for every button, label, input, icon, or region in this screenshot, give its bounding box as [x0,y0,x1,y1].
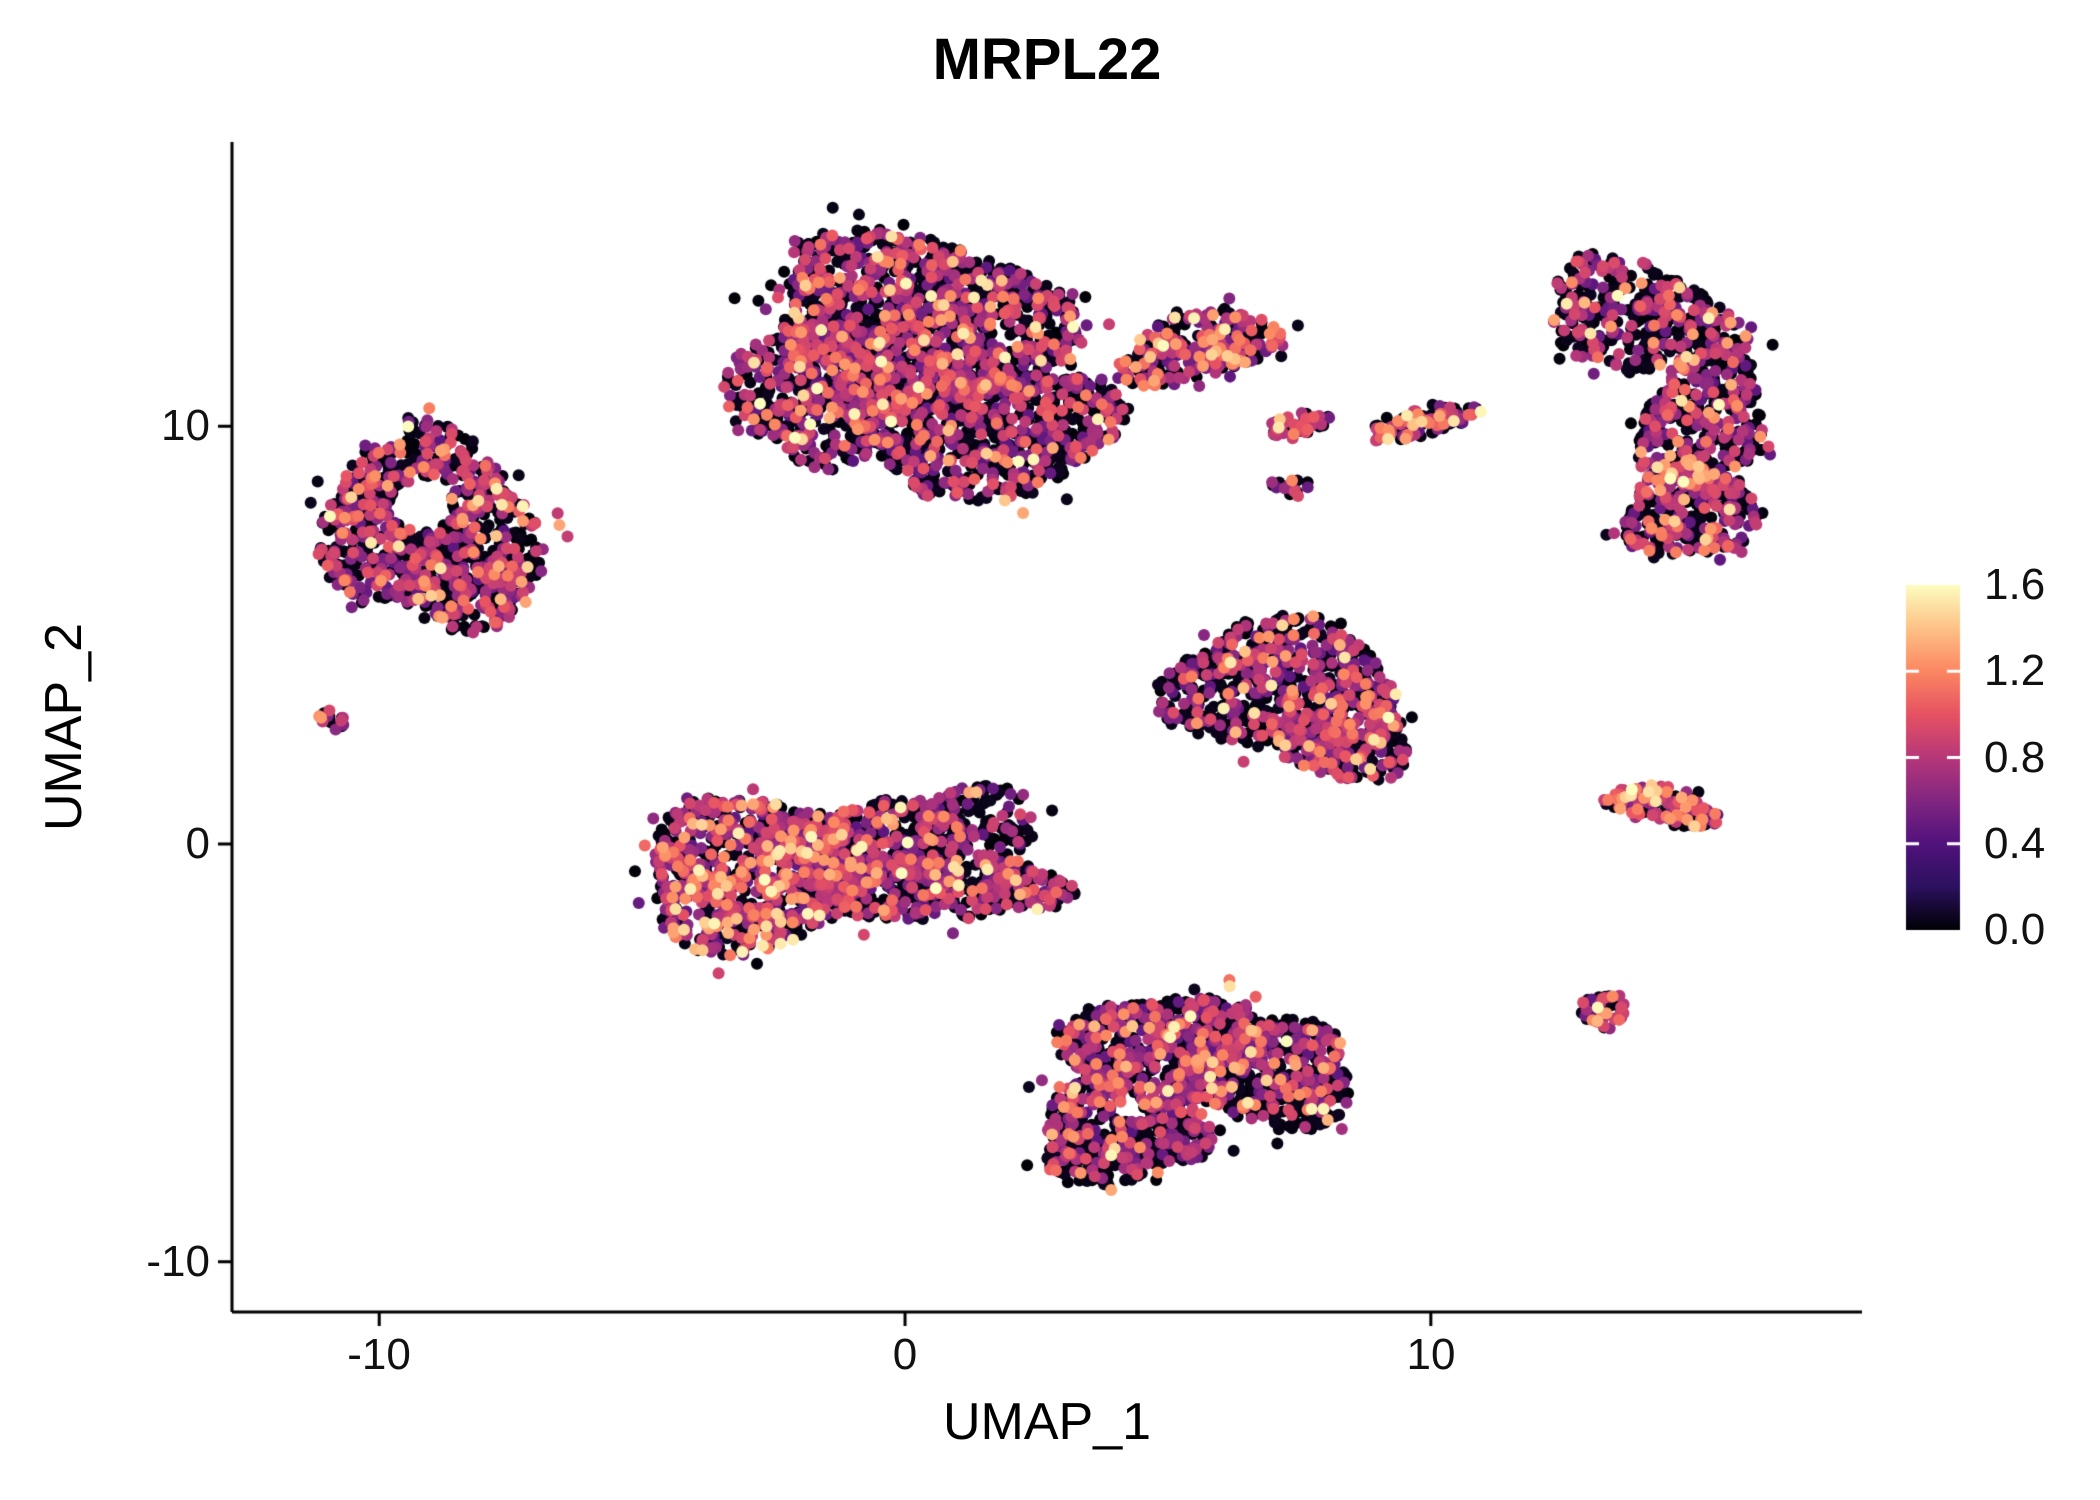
x-tick-label-neg10: -10 [347,1330,411,1379]
x-axis-label: UMAP_1 [942,1393,1152,1451]
colorbar-tick-label-0_8: 0.8 [1984,733,2046,782]
y-tick-label-neg10: -10 [146,1237,210,1286]
y-tick-label-0: 0 [185,819,210,868]
plot-title: MRPL22 [932,27,1162,92]
colorbar-tick-label-0_4: 0.4 [1984,819,2046,868]
x-tick-label-10: 10 [1406,1330,1456,1379]
y-axis-label: UMAP_2 [35,622,93,832]
y-tick-label-10: 10 [161,401,210,450]
colorbar-tick-label-1_2: 1.2 [1984,646,2046,695]
x-tick-label-0: 0 [892,1330,918,1379]
colorbar-tick-label-1_6: 1.6 [1984,560,2046,609]
colorbar-tick-label-0_0: 0.0 [1984,905,2046,954]
